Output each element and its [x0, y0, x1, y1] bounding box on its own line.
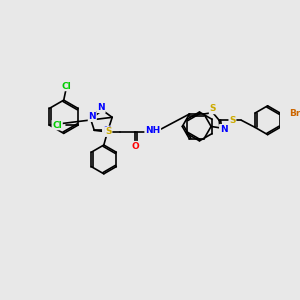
Text: S: S	[105, 127, 112, 136]
Text: NH: NH	[145, 126, 160, 135]
Text: Cl: Cl	[61, 82, 71, 91]
Text: S: S	[209, 104, 216, 113]
Text: O: O	[132, 142, 140, 151]
Text: N: N	[220, 125, 227, 134]
Text: N: N	[88, 112, 96, 121]
Text: N: N	[103, 126, 110, 135]
Text: Cl: Cl	[52, 121, 62, 130]
Text: S: S	[229, 116, 236, 125]
Text: N: N	[97, 103, 105, 112]
Text: Br: Br	[289, 109, 300, 118]
